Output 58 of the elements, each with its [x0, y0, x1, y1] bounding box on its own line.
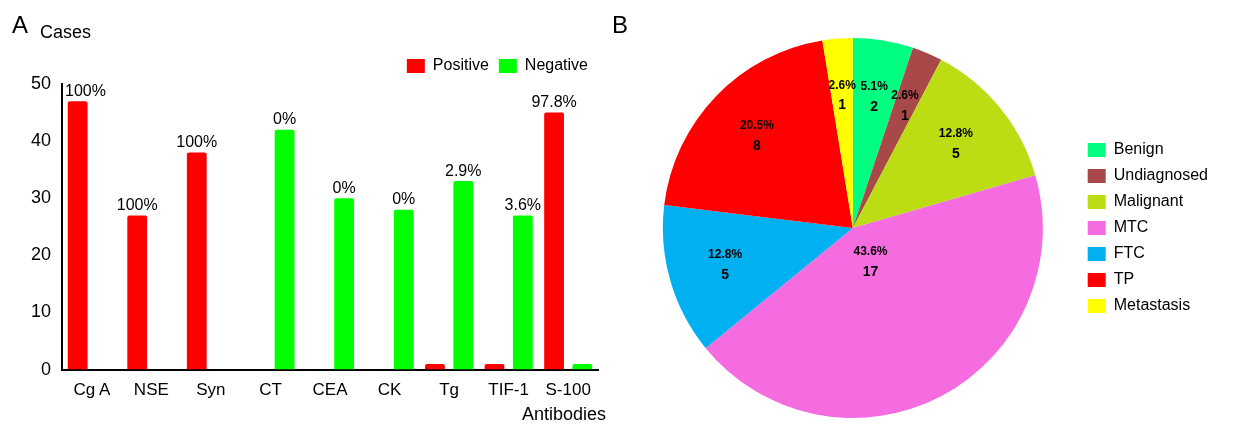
- x-tick-label: Cg A: [73, 380, 111, 400]
- x-tick-label: Syn: [196, 380, 226, 400]
- y-tick-label: 20: [30, 244, 52, 265]
- text: 12.8%: [938, 126, 974, 141]
- legend-label: MTC: [1113, 218, 1149, 236]
- data-label: 2: [870, 97, 879, 114]
- annotation: 100%: [65, 81, 106, 99]
- x-tick-label: CT: [259, 380, 282, 400]
- x-tick-label: NSE: [133, 380, 169, 400]
- bar: [334, 198, 355, 370]
- y-axis-title: Cases: [40, 21, 92, 42]
- legend-label: Metastasis: [1113, 296, 1191, 314]
- x-tick-label: S-100: [545, 380, 591, 400]
- text: 5.1%: [860, 79, 889, 94]
- bar: [393, 209, 414, 370]
- legend-label: FTC: [1113, 244, 1145, 262]
- x-tick-label: TIF-1: [488, 380, 529, 400]
- legend-label: TP: [1113, 270, 1135, 288]
- annotation: 2.9%: [445, 161, 482, 179]
- legend-label: Undiagnosed: [1113, 166, 1208, 184]
- bar: [67, 101, 88, 370]
- data-label: 1: [901, 106, 910, 123]
- annotation: 0%: [332, 178, 356, 196]
- annotation: 0%: [392, 190, 416, 208]
- text: 12.8%: [708, 247, 743, 262]
- y-tick-label: 10: [30, 301, 52, 322]
- data-label: 8: [753, 136, 762, 153]
- legend-label: Positive: [432, 56, 489, 74]
- data-label: 5: [951, 144, 960, 161]
- legend-label: Negative: [524, 56, 589, 74]
- x-axis-title: Antibodies: [521, 403, 606, 424]
- annotation: 100%: [116, 195, 158, 213]
- bar: [186, 152, 207, 370]
- y-tick-label: 0: [41, 358, 52, 379]
- data-label: 17: [862, 262, 879, 279]
- bar: [274, 129, 295, 370]
- x-tick-label: CK: [377, 380, 403, 400]
- text: 20.5%: [739, 118, 775, 133]
- text: 43.6%: [853, 243, 888, 258]
- annotation: 97.8%: [531, 92, 577, 110]
- chart-title: A: [12, 10, 29, 38]
- bar: [127, 215, 148, 370]
- y-tick-label: 40: [30, 130, 52, 151]
- legend-label: Malignant: [1113, 192, 1184, 210]
- y-tick-label: 50: [30, 72, 52, 93]
- bar: [512, 215, 533, 370]
- annotation: 0%: [273, 110, 297, 128]
- chart-title: B: [612, 10, 629, 38]
- x-tick-label: Tg: [439, 380, 460, 400]
- y-tick-label: 30: [30, 187, 52, 208]
- annotation: 3.6%: [504, 195, 542, 213]
- bar: [453, 181, 474, 370]
- x-tick-label: CEA: [312, 380, 349, 400]
- data-label: 5: [721, 265, 730, 282]
- annotation: 100%: [176, 132, 218, 150]
- data-label: 1: [838, 96, 847, 113]
- bar: [544, 112, 564, 370]
- legend-label: Benign: [1113, 140, 1164, 158]
